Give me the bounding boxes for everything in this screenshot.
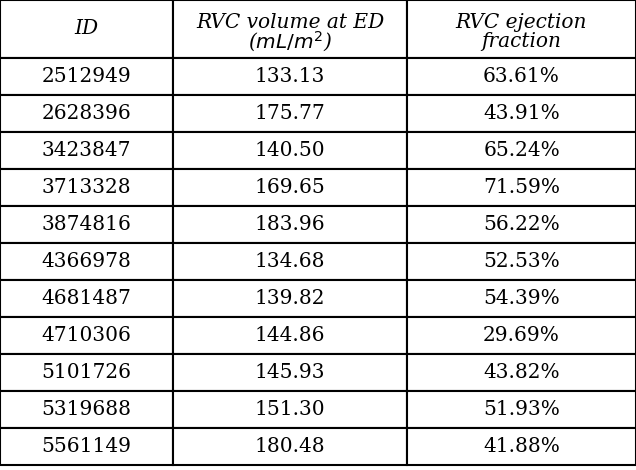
- Text: 169.65: 169.65: [254, 178, 326, 197]
- Bar: [173, 0, 407, 58]
- Text: RVC ejection: RVC ejection: [456, 13, 587, 31]
- Text: 54.39%: 54.39%: [483, 289, 560, 308]
- Text: 51.93%: 51.93%: [483, 400, 560, 419]
- Bar: [173, 317, 407, 354]
- Text: 139.82: 139.82: [255, 289, 325, 308]
- Text: 3874816: 3874816: [41, 215, 132, 234]
- Text: 4710306: 4710306: [41, 326, 132, 345]
- Text: 4366978: 4366978: [41, 252, 132, 271]
- Bar: [173, 280, 407, 317]
- Text: 2628396: 2628396: [41, 104, 132, 123]
- Bar: [407, 58, 636, 95]
- Text: 145.93: 145.93: [255, 363, 325, 382]
- Bar: [0, 243, 173, 280]
- Bar: [0, 206, 173, 243]
- Bar: [407, 243, 636, 280]
- Text: RVC volume at ED: RVC volume at ED: [196, 13, 384, 31]
- Bar: [0, 354, 173, 391]
- Text: 29.69%: 29.69%: [483, 326, 560, 345]
- Bar: [407, 317, 636, 354]
- Text: ($mL/m^2$): ($mL/m^2$): [248, 30, 332, 54]
- Bar: [407, 428, 636, 465]
- Bar: [407, 354, 636, 391]
- Text: 5319688: 5319688: [41, 400, 132, 419]
- Bar: [0, 317, 173, 354]
- Text: 4681487: 4681487: [41, 289, 132, 308]
- Text: 5561149: 5561149: [41, 437, 132, 456]
- Text: 71.59%: 71.59%: [483, 178, 560, 197]
- Text: 3713328: 3713328: [42, 178, 131, 197]
- Text: 43.82%: 43.82%: [483, 363, 560, 382]
- Text: 41.88%: 41.88%: [483, 437, 560, 456]
- Text: 3423847: 3423847: [42, 141, 131, 160]
- Text: 140.50: 140.50: [254, 141, 326, 160]
- Bar: [173, 132, 407, 169]
- Bar: [407, 0, 636, 58]
- Bar: [407, 391, 636, 428]
- Bar: [407, 169, 636, 206]
- Bar: [0, 428, 173, 465]
- Text: 133.13: 133.13: [255, 67, 325, 86]
- Text: 5101726: 5101726: [41, 363, 132, 382]
- Text: 43.91%: 43.91%: [483, 104, 560, 123]
- Bar: [0, 132, 173, 169]
- Text: 180.48: 180.48: [254, 437, 326, 456]
- Text: 52.53%: 52.53%: [483, 252, 560, 271]
- Bar: [0, 391, 173, 428]
- Bar: [407, 132, 636, 169]
- Bar: [0, 169, 173, 206]
- Bar: [0, 58, 173, 95]
- Text: 134.68: 134.68: [255, 252, 325, 271]
- Text: 65.24%: 65.24%: [483, 141, 560, 160]
- Text: fraction: fraction: [481, 32, 562, 51]
- Bar: [173, 243, 407, 280]
- Text: 56.22%: 56.22%: [483, 215, 560, 234]
- Bar: [173, 354, 407, 391]
- Bar: [0, 280, 173, 317]
- Bar: [407, 95, 636, 132]
- Text: 183.96: 183.96: [254, 215, 326, 234]
- Bar: [173, 169, 407, 206]
- Text: 63.61%: 63.61%: [483, 67, 560, 86]
- Bar: [0, 95, 173, 132]
- Text: 151.30: 151.30: [254, 400, 326, 419]
- Bar: [173, 428, 407, 465]
- Text: 175.77: 175.77: [254, 104, 326, 123]
- Bar: [407, 280, 636, 317]
- Bar: [173, 58, 407, 95]
- Bar: [173, 95, 407, 132]
- Bar: [173, 206, 407, 243]
- Text: 144.86: 144.86: [255, 326, 325, 345]
- Text: 2512949: 2512949: [41, 67, 132, 86]
- Bar: [407, 206, 636, 243]
- Bar: [173, 391, 407, 428]
- Bar: [0, 0, 173, 58]
- Text: ID: ID: [74, 19, 99, 39]
